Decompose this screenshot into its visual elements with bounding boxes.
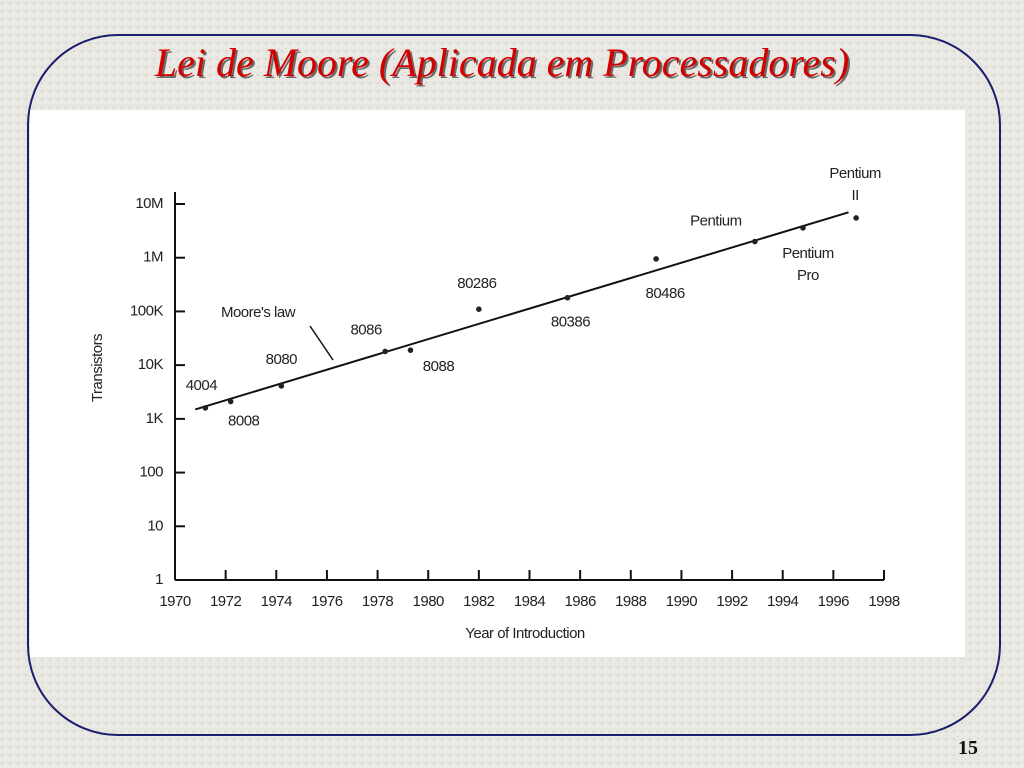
point-label: 8086	[350, 321, 382, 338]
y-tick-label: 10K	[138, 356, 164, 373]
point-label: 8080	[266, 351, 298, 368]
x-tick-label: 1992	[716, 593, 748, 610]
x-tick-label: 1972	[210, 593, 242, 610]
point	[278, 383, 285, 389]
y-tick-label: 10	[147, 517, 163, 534]
y-tick-label: 100	[139, 464, 163, 481]
title-shadow: Lei de Moore (Aplicada em Processadores)	[156, 42, 851, 87]
x-tick-label: 1984	[514, 593, 546, 610]
point-label: Pentium	[690, 213, 742, 230]
point-label: 80286	[457, 275, 496, 292]
x-tick-label: 1988	[615, 593, 647, 610]
point-label: 80486	[645, 285, 684, 302]
point-label: 80386	[551, 314, 590, 331]
trend-label: Moore's law	[221, 304, 296, 321]
point-label: Pentium	[782, 245, 834, 262]
y-tick-label: 1	[155, 571, 163, 588]
trend-line	[194, 211, 849, 411]
point	[476, 306, 482, 313]
x-tick-label: 1994	[767, 593, 799, 610]
y-tick-label: 10M	[135, 195, 163, 212]
chart-panel	[30, 110, 965, 657]
point	[407, 347, 414, 353]
trend-leader	[309, 325, 334, 361]
y-tick-label: 1M	[143, 249, 163, 266]
point-label: II	[851, 187, 858, 204]
point-label: Pro	[797, 267, 819, 284]
y-axis-label: Transistors	[89, 334, 106, 402]
point	[227, 398, 234, 405]
y-tick-label: 100K	[130, 302, 164, 319]
point-label: Pentium	[829, 165, 881, 182]
x-tick-label: 1976	[311, 593, 343, 610]
x-tick-label: 1996	[818, 593, 850, 610]
x-tick-label: 1986	[564, 593, 596, 610]
x-tick-label: 1974	[261, 593, 293, 610]
x-tick-label: 1980	[413, 593, 445, 610]
slide-title: Lei de Moore (Aplicada em Processadores)	[154, 40, 849, 85]
point-label: 8008	[228, 413, 260, 430]
page-number: 15	[958, 737, 978, 759]
point	[752, 238, 758, 245]
chart: Year of Introduction Transistors 1 10 100 1…	[89, 165, 900, 642]
point	[853, 215, 859, 221]
x-tick-label: 1990	[666, 593, 698, 610]
point-label: 8088	[423, 358, 455, 375]
point	[800, 225, 806, 231]
x-axis-label: Year of Introduction	[465, 625, 585, 642]
x-tick-label: 1982	[463, 593, 495, 610]
point	[564, 294, 571, 301]
point	[653, 256, 659, 262]
x-tick-label: 1970	[159, 593, 191, 610]
x-tick-label: 1978	[362, 593, 394, 610]
point	[202, 405, 209, 411]
y-tick-label: 1K	[146, 410, 164, 427]
point	[382, 348, 388, 355]
slide-frame	[27, 34, 1001, 736]
x-tick-label: 1998	[868, 593, 900, 610]
point-label: 4004	[186, 377, 218, 394]
